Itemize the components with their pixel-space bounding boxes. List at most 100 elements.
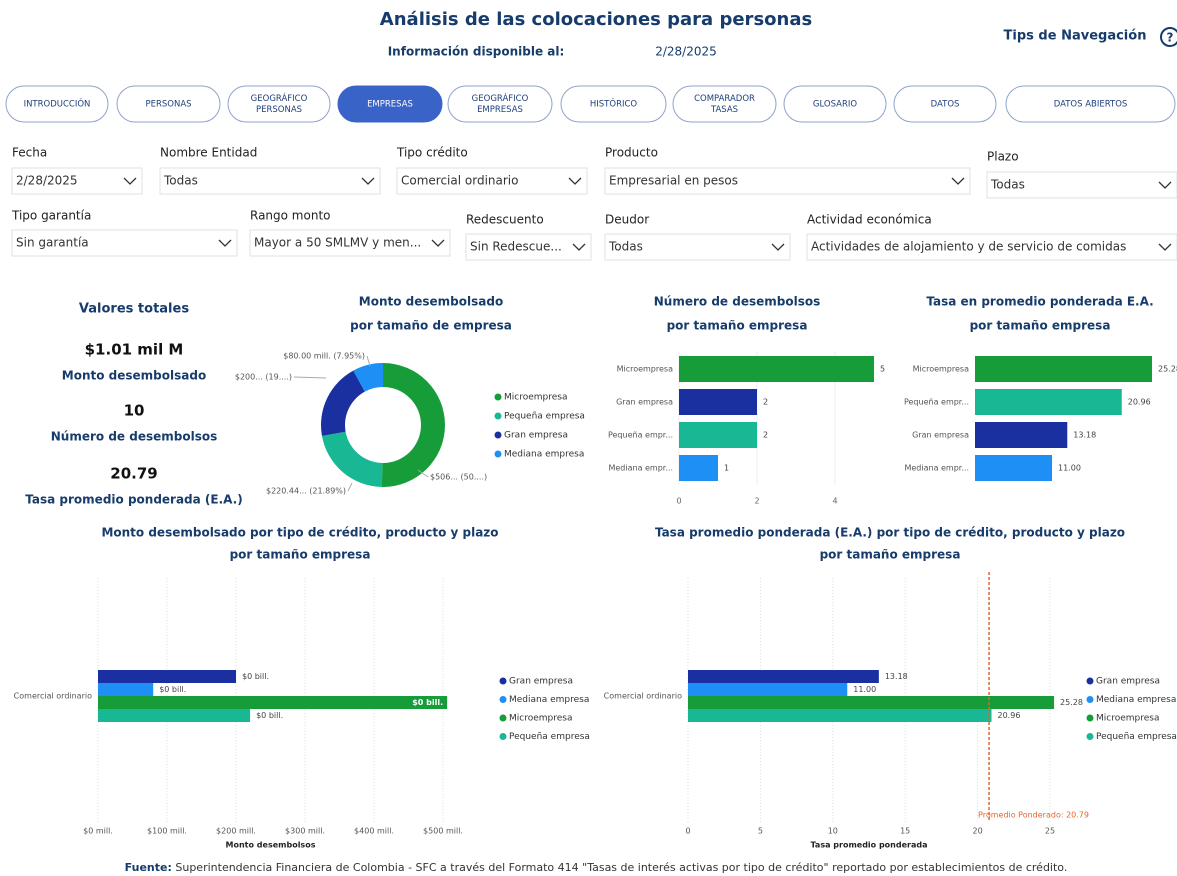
chart-title: por tamaño empresa: [970, 319, 1111, 333]
x-tick-label: $500 mill.: [423, 827, 463, 836]
help-icon-text[interactable]: ?: [1167, 31, 1174, 45]
kpi-value: 20.79: [110, 465, 157, 483]
filter-dropdown[interactable]: [465, 233, 592, 261]
x-tick-label: 25: [1045, 827, 1055, 836]
filter-dropdown[interactable]: [604, 233, 791, 261]
nav-tab-label[interactable]: GEOGRÁFICO: [472, 92, 529, 104]
bar: [679, 389, 757, 415]
chart-title: por tamaño de empresa: [350, 319, 512, 333]
bar: [688, 670, 879, 683]
nav-tab-label[interactable]: TASAS: [710, 105, 738, 115]
data-label: 1: [724, 464, 729, 473]
filter-dropdown[interactable]: [249, 229, 451, 257]
nav-tab[interactable]: [893, 85, 997, 123]
nav-tab-label[interactable]: DATOS: [931, 100, 960, 110]
nav-tab[interactable]: [672, 85, 777, 123]
legend-label: Mediana empresa: [504, 450, 584, 460]
filter-value[interactable]: Todas: [163, 174, 198, 188]
dropdown-chevron[interactable]: [1158, 181, 1172, 189]
legend-label: Mediana empresa: [509, 695, 589, 705]
filter-dropdown[interactable]: [11, 229, 238, 257]
date-label: Información disponible al:: [388, 45, 565, 59]
nav-tab[interactable]: [560, 85, 667, 123]
dropdown-chevron[interactable]: [123, 177, 137, 185]
nav-tab-label[interactable]: EMPRESAS: [367, 100, 413, 110]
filter-value[interactable]: Sin garantía: [16, 236, 89, 250]
nav-tab-label[interactable]: EMPRESAS: [477, 105, 523, 115]
dropdown-chevron[interactable]: [1158, 243, 1172, 251]
filter-value[interactable]: Comercial ordinario: [401, 174, 518, 188]
data-label: 5: [880, 365, 885, 374]
nav-tab[interactable]: [783, 85, 887, 123]
legend-dot: [499, 677, 507, 685]
filter-value[interactable]: Empresarial en pesos: [609, 174, 738, 188]
dropdown-chevron[interactable]: [951, 177, 965, 185]
nav-tab-label[interactable]: PERSONAS: [145, 100, 191, 110]
dropdown-chevron[interactable]: [572, 243, 586, 251]
kpi-label: Tasa promedio ponderada (E.A.): [25, 493, 242, 507]
filter-label: Actividad económica: [807, 213, 932, 227]
kpi-label: Monto desembolsado: [62, 369, 206, 383]
leader-line: [417, 469, 429, 478]
data-label: 25.28: [1060, 698, 1083, 707]
bar: [679, 422, 757, 448]
data-label: $80.00 mill. (7.95%): [283, 352, 365, 361]
bar: [975, 455, 1053, 481]
nav-tab-label[interactable]: DATOS ABIERTOS: [1054, 100, 1128, 110]
legend-dot: [494, 431, 502, 439]
nav-tab-label[interactable]: GEOGRÁFICO: [251, 92, 308, 104]
filter-dropdown[interactable]: [806, 233, 1177, 261]
reference-label: Promedio Ponderado: 20.79: [978, 811, 1089, 820]
filter-value[interactable]: Todas: [990, 178, 1025, 192]
filter-dropdown[interactable]: [159, 167, 381, 195]
filter-value[interactable]: Mayor a 50 SMLMV y men...: [254, 236, 421, 250]
filter-value[interactable]: Actividades de alojamiento y de servicio…: [811, 240, 1126, 254]
nav-tab[interactable]: [337, 85, 443, 123]
chart-title: Monto desembolsado por tipo de crédito, …: [101, 526, 498, 540]
filter-dropdown[interactable]: [396, 167, 588, 195]
filter-value[interactable]: Todas: [608, 240, 643, 254]
bar: [688, 696, 1055, 709]
bar: [679, 356, 874, 382]
totals-title: Valores totales: [79, 302, 189, 317]
data-label: $200... (19....): [235, 373, 292, 382]
nav-tab[interactable]: [116, 85, 221, 123]
filter-dropdown[interactable]: [604, 167, 971, 195]
dropdown-chevron[interactable]: [361, 177, 375, 185]
nav-tab[interactable]: [447, 85, 553, 123]
nav-tab[interactable]: [1005, 85, 1176, 123]
nav-tab-label[interactable]: PERSONAS: [256, 105, 302, 115]
category-label: Mediana empr...: [904, 464, 969, 473]
help-icon[interactable]: [1160, 27, 1177, 47]
help-link[interactable]: Tips de Navegación: [1004, 29, 1147, 44]
filter-value[interactable]: Sin Redescue...: [470, 240, 562, 254]
filter-dropdown[interactable]: [11, 167, 143, 195]
x-tick-label: 10: [828, 827, 838, 836]
data-label: 20.96: [998, 711, 1021, 720]
nav-tab-label[interactable]: COMPARADOR: [694, 94, 755, 104]
filter-value[interactable]: 2/28/2025: [16, 174, 78, 188]
filter-label: Rango monto: [250, 209, 331, 223]
legend-dot: [1086, 714, 1094, 722]
legend-dot: [1086, 677, 1094, 685]
dropdown-chevron[interactable]: [568, 177, 582, 185]
bar: [975, 422, 1068, 448]
filter-label: Plazo: [987, 150, 1019, 164]
bar: [98, 696, 448, 709]
bar: [98, 670, 236, 683]
filter-dropdown[interactable]: [986, 171, 1177, 199]
legend-dot: [494, 450, 502, 458]
nav-tab[interactable]: [227, 85, 331, 123]
nav-tab-label[interactable]: HISTÓRICO: [590, 98, 638, 110]
nav-tab[interactable]: [5, 85, 109, 123]
data-label: 11.00: [1058, 464, 1081, 473]
x-tick-label: 0: [685, 827, 690, 836]
donut-slice: [321, 431, 383, 487]
data-label: 13.18: [1073, 431, 1096, 440]
dropdown-chevron[interactable]: [431, 239, 445, 247]
nav-tab-label[interactable]: INTRODUCCIÓN: [24, 98, 91, 110]
legend-label: Gran empresa: [504, 431, 568, 441]
nav-tab-label[interactable]: GLOSARIO: [813, 100, 857, 110]
dropdown-chevron[interactable]: [218, 239, 232, 247]
dropdown-chevron[interactable]: [771, 243, 785, 251]
